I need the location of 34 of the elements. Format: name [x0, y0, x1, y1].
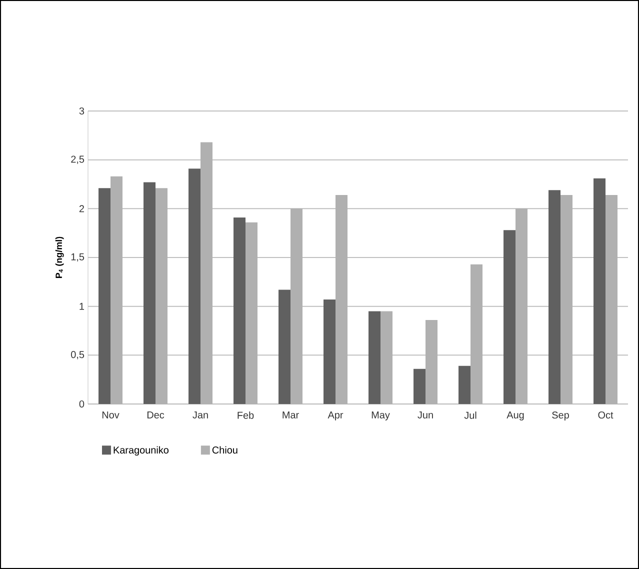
bar: [368, 311, 381, 404]
legend-label: Chiou: [212, 446, 238, 454]
bar: [548, 190, 561, 404]
legend-label: Karagouniko: [114, 446, 169, 456]
y-tick-label: 0: [79, 400, 84, 408]
x-tick-label: Apr: [328, 412, 344, 420]
x-tick-label: Mar: [282, 412, 299, 418]
text: P$_{4}$ (ng/ml): [55, 236, 64, 278]
bar: [594, 178, 606, 404]
bar: [144, 182, 156, 404]
bar: [98, 188, 111, 404]
bar: [188, 168, 201, 404]
x-tick-label: Nov: [102, 412, 120, 418]
x-tick-label: Jun: [418, 412, 433, 418]
x-tick-label: Aug: [506, 412, 524, 420]
x-tick-label: Jul: [464, 412, 476, 419]
bar: [458, 366, 471, 404]
x-tick-label: Feb: [238, 412, 254, 419]
x-tick-label: May: [372, 412, 390, 420]
y-tick-label: 2,5: [71, 156, 84, 164]
x-tick-label: Jan: [192, 412, 208, 418]
bar: [278, 290, 291, 404]
bar: [324, 299, 336, 404]
y-tick-label: 1: [80, 302, 84, 310]
bar: [234, 217, 246, 404]
y-tick-label: 0,5: [71, 351, 84, 360]
y-tick-label: 2: [79, 205, 84, 212]
y-tick-label: 3: [79, 107, 84, 115]
x-tick-label: Dec: [147, 412, 164, 418]
x-tick-label: Oct: [598, 412, 614, 419]
bar: [504, 230, 516, 404]
x-tick-label: Sep: [552, 412, 569, 421]
bar: [414, 368, 426, 404]
y-tick-label: 1,5: [71, 253, 84, 262]
